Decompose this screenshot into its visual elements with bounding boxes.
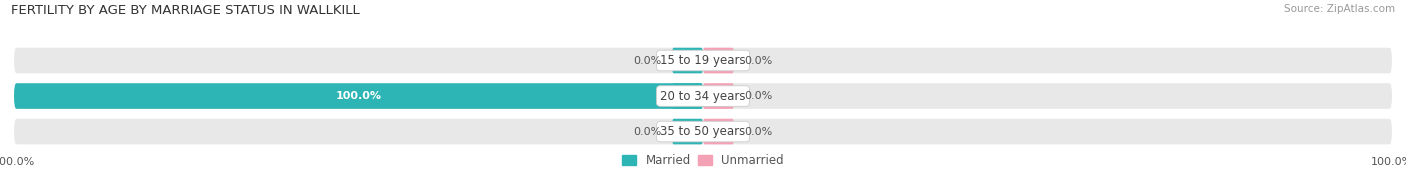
Legend: Married, Unmarried: Married, Unmarried bbox=[621, 154, 785, 167]
Text: Source: ZipAtlas.com: Source: ZipAtlas.com bbox=[1284, 4, 1395, 14]
FancyBboxPatch shape bbox=[14, 119, 1392, 144]
FancyBboxPatch shape bbox=[672, 83, 703, 109]
FancyBboxPatch shape bbox=[14, 83, 703, 109]
FancyBboxPatch shape bbox=[672, 119, 703, 144]
Text: 0.0%: 0.0% bbox=[744, 55, 772, 65]
FancyBboxPatch shape bbox=[14, 48, 1392, 73]
Text: FERTILITY BY AGE BY MARRIAGE STATUS IN WALLKILL: FERTILITY BY AGE BY MARRIAGE STATUS IN W… bbox=[11, 4, 360, 17]
Text: 0.0%: 0.0% bbox=[744, 127, 772, 137]
Text: 35 to 50 years: 35 to 50 years bbox=[661, 125, 745, 138]
Text: 0.0%: 0.0% bbox=[744, 91, 772, 101]
Text: 0.0%: 0.0% bbox=[634, 127, 662, 137]
FancyBboxPatch shape bbox=[703, 48, 734, 73]
Text: 100.0%: 100.0% bbox=[336, 91, 381, 101]
FancyBboxPatch shape bbox=[14, 83, 1392, 109]
Text: 0.0%: 0.0% bbox=[634, 55, 662, 65]
Text: 15 to 19 years: 15 to 19 years bbox=[661, 54, 745, 67]
FancyBboxPatch shape bbox=[703, 83, 734, 109]
Text: 20 to 34 years: 20 to 34 years bbox=[661, 90, 745, 103]
FancyBboxPatch shape bbox=[672, 48, 703, 73]
FancyBboxPatch shape bbox=[703, 119, 734, 144]
